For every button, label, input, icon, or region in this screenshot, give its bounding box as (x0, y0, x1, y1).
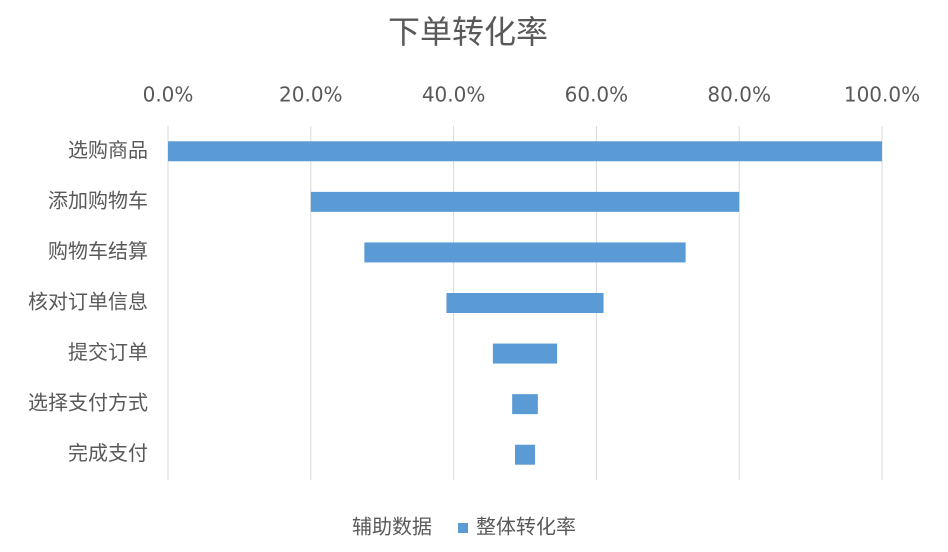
x-tick-label: 60.0% (565, 83, 629, 107)
x-tick-label: 80.0% (707, 83, 771, 107)
y-tick-label: 完成支付 (68, 441, 148, 465)
legend-label: 整体转化率 (476, 515, 576, 539)
bar (492, 343, 558, 364)
x-tick-label: 20.0% (279, 83, 343, 107)
x-tick-label: 0.0% (143, 83, 194, 107)
y-tick-label: 购物车结算 (48, 239, 148, 263)
bar (310, 191, 740, 212)
y-tick-label: 选择支付方式 (28, 391, 148, 415)
bar (168, 141, 882, 162)
y-tick-label: 提交订单 (68, 340, 148, 364)
chart-title: 下单转化率 (388, 13, 548, 51)
bar (512, 394, 538, 415)
y-tick-label: 核对订单信息 (28, 290, 148, 314)
legend-marker (458, 523, 468, 533)
y-tick-label: 添加购物车 (48, 188, 148, 212)
x-tick-label: 100.0% (844, 83, 920, 107)
bar (446, 293, 604, 313)
x-tick-label: 40.0% (422, 83, 486, 107)
bar (515, 444, 535, 465)
bar (364, 242, 686, 263)
legend-label: 辅助数据 (352, 515, 432, 539)
y-tick-label: 选购商品 (68, 138, 148, 162)
